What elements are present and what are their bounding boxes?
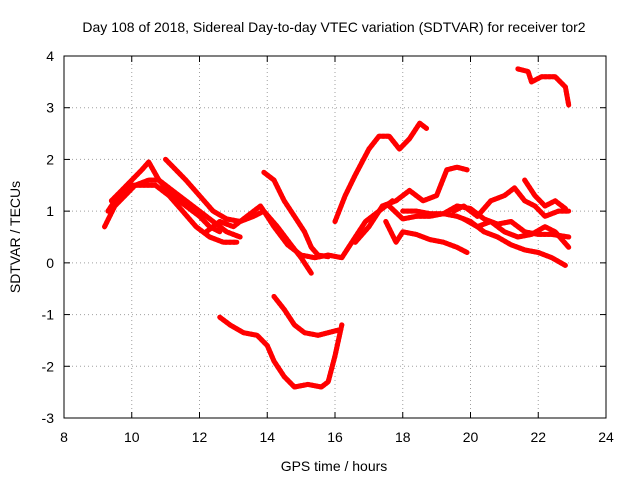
series-arc-m-core (522, 177, 568, 212)
series-arc-f-core (261, 169, 331, 260)
y-axis-label: SDTVAR / TECUs (7, 181, 23, 293)
series-arc-q (271, 294, 341, 338)
x-tick-label: 20 (463, 429, 479, 445)
series-arc-k-core (400, 203, 572, 240)
series-arc-o-core (515, 66, 572, 108)
series-arc-n-core (461, 216, 572, 250)
x-tick-label: 14 (259, 429, 275, 445)
series-arc-g-core (332, 120, 429, 224)
chart-title: Day 108 of 2018, Sidereal Day-to-day VTE… (82, 19, 585, 35)
y-tick-label: 4 (46, 48, 54, 64)
x-tick-label: 18 (395, 429, 411, 445)
x-tick-label: 12 (192, 429, 208, 445)
series-arc-c-core (108, 159, 223, 235)
y-tick-label: -2 (42, 358, 55, 374)
y-tick-label: 3 (46, 100, 54, 116)
x-tick-label: 22 (530, 429, 546, 445)
x-tick-label: 24 (598, 429, 614, 445)
x-axis-label: GPS time / hours (281, 458, 388, 474)
series-arc-l-core (451, 185, 572, 219)
plot-frame (63, 55, 607, 419)
series-arc-p-core (217, 314, 345, 390)
y-tick-label: 0 (46, 255, 54, 271)
y-tick-label: 1 (46, 203, 54, 219)
y-tick-label: -1 (42, 307, 55, 323)
x-tick-label: 8 (60, 429, 68, 445)
y-tick-label: 2 (46, 151, 54, 167)
series-arc-i-core (383, 219, 470, 255)
x-tick-label: 16 (327, 429, 343, 445)
series-arc-e-core (203, 198, 396, 261)
data-series (102, 66, 572, 390)
series-arc-h-core (352, 164, 470, 245)
series-arc-q-core (271, 294, 341, 338)
y-tick-label: -3 (42, 410, 55, 426)
x-tick-label: 10 (124, 429, 140, 445)
grid-lines (64, 56, 606, 418)
